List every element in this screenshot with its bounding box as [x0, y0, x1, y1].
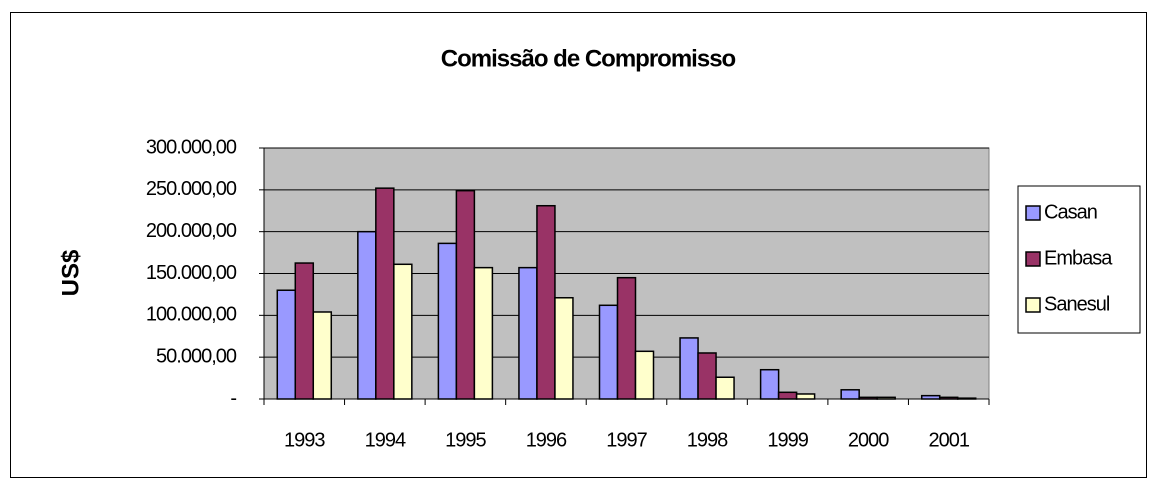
bar	[777, 391, 798, 400]
x-tick-label: 1997	[606, 429, 647, 451]
chart-title: Comissão de Compromisso	[441, 45, 736, 72]
bar	[375, 187, 395, 400]
x-tick-label: 1995	[445, 429, 486, 451]
bar	[554, 297, 574, 400]
x-tick-label: 2001	[928, 429, 969, 451]
x-tick-label: 1998	[687, 429, 728, 451]
bar	[473, 266, 494, 400]
x-tick-label: 1993	[284, 429, 325, 451]
x-tick-label: 1996	[526, 429, 567, 451]
legend-label: Casan	[1044, 201, 1097, 223]
bar	[876, 396, 896, 400]
legend-swatch	[1025, 251, 1041, 267]
x-tick-label: 1994	[365, 429, 406, 451]
legend-swatch	[1025, 205, 1041, 221]
y-tick-label: 250.000,00	[146, 178, 237, 200]
bar	[795, 393, 816, 400]
bar	[357, 230, 377, 400]
bar	[697, 352, 717, 400]
bar	[956, 397, 977, 400]
bar	[312, 311, 333, 400]
bar	[536, 204, 556, 400]
y-tick-label: 150.000,00	[146, 262, 237, 284]
legend-label: Embasa	[1044, 247, 1113, 269]
x-tick-label: 1999	[767, 429, 808, 451]
y-tick-label: 200.000,00	[146, 220, 237, 242]
y-tick-label: 300.000,00	[146, 136, 237, 158]
bar	[393, 263, 413, 400]
bar	[276, 289, 297, 400]
bar	[938, 396, 959, 400]
x-tick-label: 2000	[848, 429, 889, 451]
bar	[679, 337, 699, 400]
bar	[759, 368, 780, 400]
bar	[455, 189, 476, 400]
legend-label: Sanesul	[1044, 293, 1110, 315]
bar	[715, 376, 735, 400]
y-tick-label: 100.000,00	[146, 304, 237, 326]
bar	[616, 276, 637, 400]
bar	[598, 304, 619, 400]
bar	[437, 242, 458, 400]
y-axis-label: US$	[57, 249, 84, 296]
bar	[518, 266, 538, 400]
bar	[858, 396, 878, 400]
bar	[634, 350, 655, 400]
bar	[840, 389, 860, 400]
y-tick-label: -	[230, 387, 236, 409]
legend-swatch	[1025, 297, 1041, 313]
y-tick-label: 50.000,00	[156, 345, 237, 367]
bar	[294, 262, 315, 400]
bar	[920, 394, 941, 400]
